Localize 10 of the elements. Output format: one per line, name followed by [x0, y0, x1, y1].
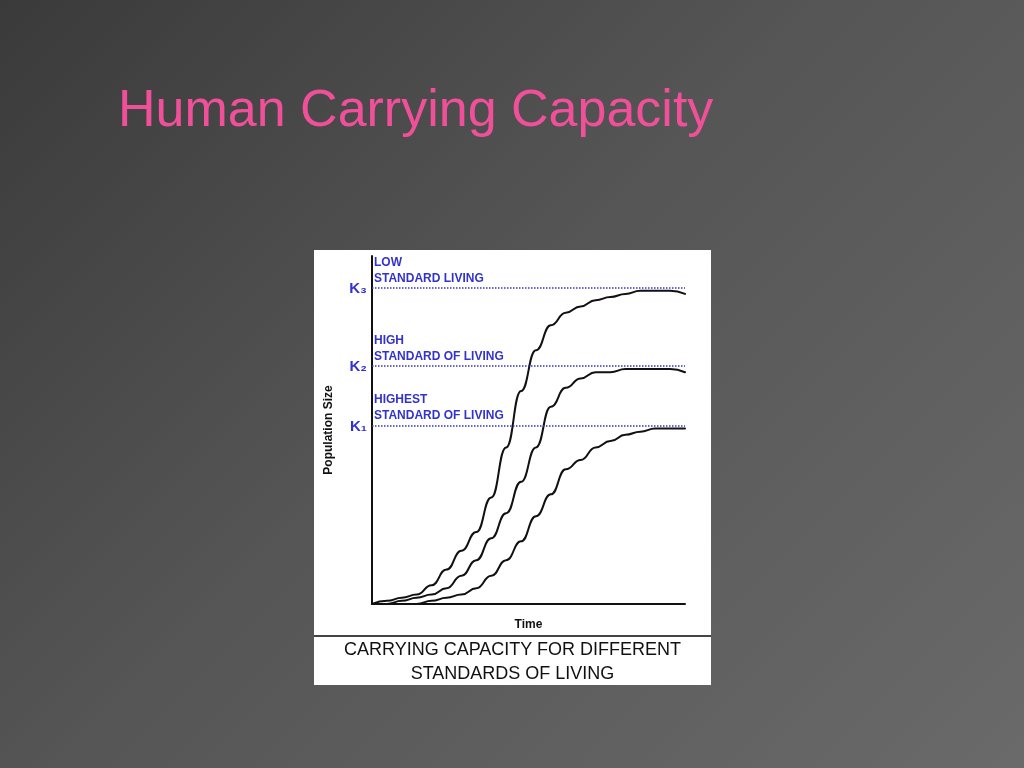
ref-line-label: K₂: [349, 357, 367, 375]
annotation: HIGHEST STANDARD OF LIVING: [374, 392, 504, 423]
text: CARRYING CAPACITY FOR DIFFERENT STANDARDS OF LIVING: [314, 635, 711, 685]
y-axis-title: Population Size: [321, 385, 335, 475]
x-axis-title: Time: [514, 617, 543, 631]
annotation: HIGH STANDARD OF LIVING: [374, 332, 504, 363]
annotation: LOW STANDARD LIVING: [374, 254, 484, 285]
chart-title: Human Carrying Capacity: [118, 78, 714, 138]
ref-line-label: K₃: [349, 279, 368, 297]
ref-line-label: K₁: [349, 416, 367, 434]
